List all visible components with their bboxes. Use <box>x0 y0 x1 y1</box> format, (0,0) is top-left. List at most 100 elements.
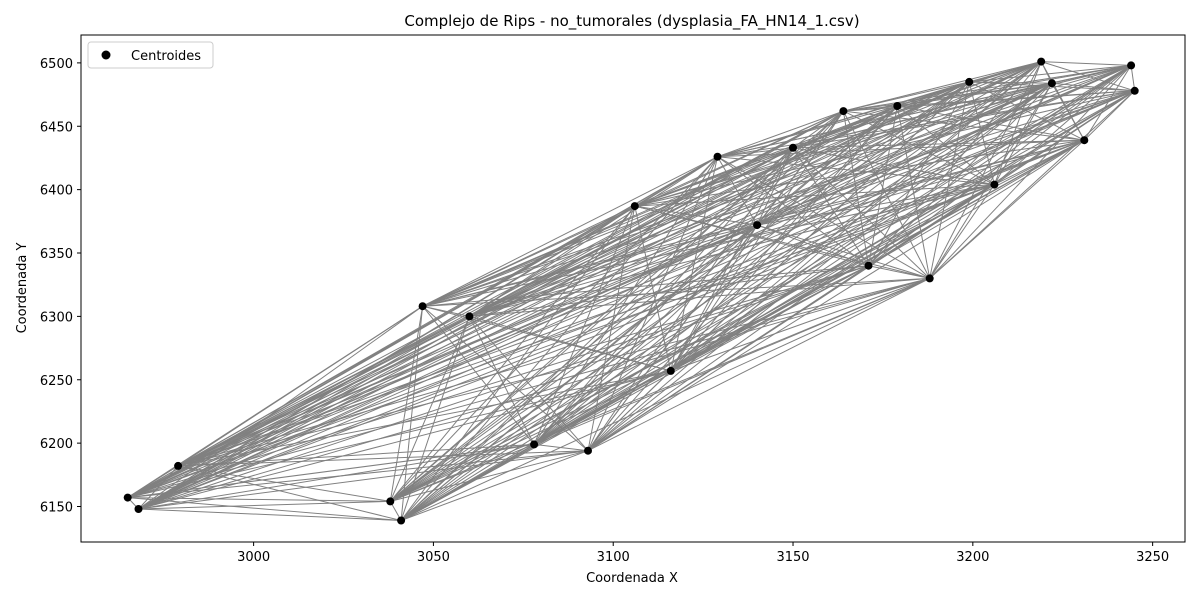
complex-edge <box>138 465 179 510</box>
complex-edge <box>757 184 995 226</box>
complex-edge <box>389 156 718 502</box>
centroid-point <box>925 274 934 283</box>
complex-edge <box>1051 82 1135 92</box>
centroid-point <box>753 221 762 230</box>
complex-edge <box>756 90 1135 226</box>
complex-edge <box>533 184 995 445</box>
centroid-point <box>1047 79 1056 88</box>
legend-box <box>87 41 214 69</box>
complex-edge <box>138 450 589 510</box>
complex-edge <box>843 64 1132 112</box>
complex-edge <box>400 450 589 521</box>
complex-edge <box>533 82 1053 445</box>
complex-edge <box>587 370 672 452</box>
complex-edge <box>929 65 1132 279</box>
centroid-point <box>418 302 427 311</box>
complex-edge <box>868 105 898 266</box>
centroid-point <box>630 202 639 211</box>
centroid-point <box>1037 57 1046 66</box>
complex-edge <box>897 90 1135 107</box>
complex-edge <box>533 139 1085 445</box>
complex-edge <box>390 450 589 502</box>
complex-edge <box>533 105 898 445</box>
complex-edge <box>533 64 1132 445</box>
complex-edge <box>896 105 931 279</box>
complex-edge <box>929 90 1136 279</box>
complex-edge <box>390 184 995 502</box>
y-axis-ticks: 6150 6200 6250 6300 6350 6400 6450 6500 <box>40 57 81 516</box>
centroid-point <box>1080 136 1089 145</box>
complex-edge <box>422 305 470 317</box>
complex-edge <box>400 306 424 521</box>
legend: Centroides <box>87 41 214 69</box>
centroid-point <box>893 102 902 110</box>
complex-edge <box>1041 61 1132 66</box>
centroid-point <box>123 493 132 502</box>
complex-edge <box>756 64 1132 226</box>
complex-edge <box>389 147 794 502</box>
complex-edge <box>587 277 930 452</box>
x-tick-label: 3100 <box>597 550 630 565</box>
complex-edge <box>994 139 1085 186</box>
complex-edge <box>717 61 1042 158</box>
complex-edge <box>756 110 844 226</box>
complex-edge <box>792 105 898 149</box>
complex-edge <box>533 205 636 445</box>
complex-edge <box>897 64 1132 107</box>
complex-edge <box>670 184 995 372</box>
x-axis-ticks: 3000 3050 3100 3150 3200 3250 <box>237 542 1169 565</box>
complex-edge <box>127 497 402 521</box>
complex-edge <box>400 61 1042 521</box>
complex-edge <box>792 90 1135 149</box>
complex-edge <box>138 508 402 521</box>
complex-edge <box>177 184 995 467</box>
chart-title: Complejo de Rips - no_tumorales (dysplas… <box>404 12 859 31</box>
complex-edge <box>533 61 1042 445</box>
complex-edge <box>634 82 1053 207</box>
centroid-point <box>839 107 848 116</box>
y-tick-label: 6350 <box>40 247 73 262</box>
complex-edge <box>138 500 391 510</box>
complex-edge <box>670 90 1135 372</box>
complex-edge <box>138 370 671 510</box>
complex-edge <box>792 139 1085 149</box>
complex-edge <box>634 205 672 372</box>
legend-marker <box>101 50 111 60</box>
complex-edge <box>177 305 423 467</box>
complex-edge <box>469 315 671 372</box>
x-tick-label: 3000 <box>237 550 270 565</box>
complex-edge <box>756 147 794 226</box>
complex-edge <box>634 205 930 279</box>
complex-edge <box>1083 90 1136 141</box>
centroid-point <box>789 143 797 152</box>
complex-edge <box>897 82 1052 107</box>
y-tick-label: 6300 <box>40 310 73 325</box>
complex-edge <box>842 111 869 266</box>
y-tick-label: 6500 <box>40 57 73 72</box>
centroid-point <box>584 446 592 455</box>
complex-edge <box>389 306 424 502</box>
complex-edge <box>792 147 869 266</box>
y-tick-label: 6400 <box>40 184 73 199</box>
complex-edge <box>469 105 898 317</box>
complex-edge <box>1051 82 1085 141</box>
complex-edge <box>792 82 1053 149</box>
y-tick-label: 6450 <box>40 120 73 135</box>
x-axis-title: Coordenada X <box>586 571 678 586</box>
complex-edge <box>177 277 930 467</box>
complex-edge <box>400 265 869 521</box>
complex-edge <box>634 61 1042 207</box>
complex-edge <box>792 147 995 186</box>
complex-edge <box>469 147 794 317</box>
complex-edge <box>533 110 844 445</box>
complex-edge <box>533 156 718 445</box>
complex-edge <box>400 443 535 521</box>
complex-edge <box>756 81 970 226</box>
complex-edge <box>670 105 898 372</box>
complex-edge <box>177 64 1132 467</box>
x-tick-label: 3050 <box>417 550 450 565</box>
complex-edge <box>389 224 758 502</box>
complex-edge <box>138 265 869 510</box>
complex-edge <box>534 443 589 452</box>
complex-edge <box>400 205 636 521</box>
